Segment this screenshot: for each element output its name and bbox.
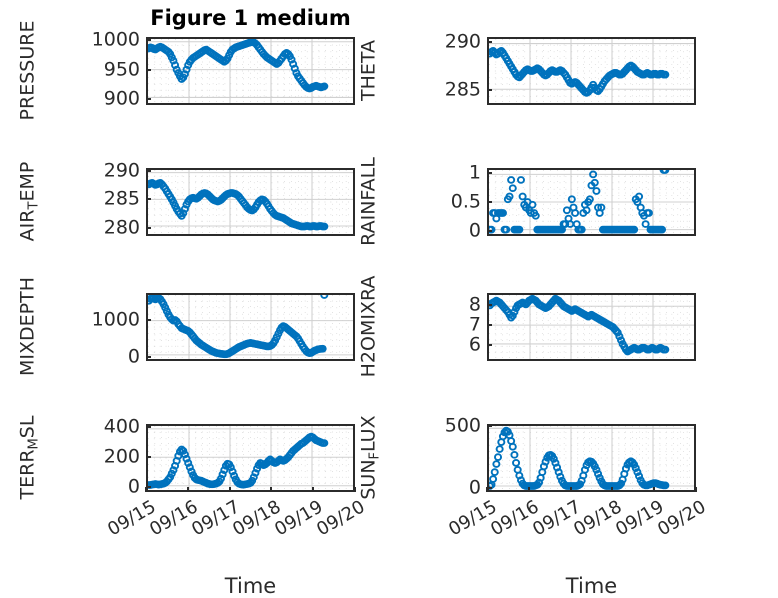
y-tick-label: 900 bbox=[103, 87, 140, 110]
y-tickmark bbox=[146, 68, 151, 71]
axes-box bbox=[146, 424, 355, 492]
y-axis-label: SUNFLUX bbox=[357, 415, 383, 500]
y-tick-label: 7 bbox=[468, 313, 481, 336]
y-tickmark bbox=[487, 201, 492, 203]
x-tickmark bbox=[145, 487, 147, 492]
y-tick-label: 200 bbox=[103, 445, 140, 468]
subplot-pressure: 900 950 1000 PRESSURE bbox=[17, 21, 355, 120]
y-tick-label: 1000 bbox=[91, 308, 140, 331]
y-tick-label: 500 bbox=[444, 414, 481, 437]
y-tick-label: 0 bbox=[468, 476, 481, 499]
y-axis-label: MIXDEPTH bbox=[16, 277, 39, 376]
y-tick-label: 285 bbox=[444, 78, 481, 101]
y-tickmark bbox=[146, 98, 151, 101]
y-tick-label: 1000 bbox=[91, 28, 140, 51]
y-tick-label: 400 bbox=[103, 415, 140, 438]
x-tickmark bbox=[569, 487, 572, 492]
y-tick-label: 290 bbox=[103, 159, 140, 182]
y-tick-label: 280 bbox=[103, 216, 140, 238]
subplot-sun-flux: 0 500 SUNFLUX 09/15 09/16 09/17 09/18 09/19 09/2… bbox=[358, 415, 710, 596]
axes-box bbox=[146, 168, 355, 236]
y-tickmark bbox=[487, 89, 492, 92]
y-tickmark bbox=[487, 171, 492, 174]
x-tickmark bbox=[695, 487, 697, 492]
y-tickmark bbox=[146, 319, 151, 322]
x-tickmark bbox=[228, 487, 231, 492]
y-tick-label: 0 bbox=[127, 345, 140, 368]
figure-title: Figure 1 medium bbox=[150, 6, 351, 30]
x-tickmark bbox=[270, 487, 273, 492]
y-tickmark bbox=[487, 230, 492, 233]
axes-box bbox=[487, 37, 696, 105]
subplot-air-temp: 280 285 290 AIRTEMP bbox=[17, 161, 355, 241]
x-tickmark bbox=[527, 487, 530, 492]
axes-box bbox=[487, 168, 696, 236]
y-tickmark bbox=[146, 456, 151, 459]
x-tickmark bbox=[653, 487, 656, 492]
axes-box bbox=[146, 293, 355, 361]
x-tickmark bbox=[611, 487, 614, 492]
subplot-h2omixra: 6 7 8 H2OMIXRA bbox=[358, 276, 696, 377]
y-tick-label: 0 bbox=[127, 475, 140, 498]
x-tickmark bbox=[312, 487, 315, 492]
y-tickmark bbox=[487, 425, 492, 428]
x-tickmark bbox=[354, 487, 356, 492]
x-tickmark bbox=[486, 487, 488, 492]
y-axis-label: H2OMIXRA bbox=[357, 275, 380, 378]
y-tick-label: 950 bbox=[103, 58, 140, 81]
y-axis-label: PRESSURE bbox=[16, 20, 39, 121]
y-tickmark bbox=[146, 426, 151, 429]
y-tick-label: 0.5 bbox=[450, 190, 481, 213]
y-tickmark bbox=[146, 169, 151, 172]
y-tickmark bbox=[487, 304, 492, 306]
x-axis-label: Time bbox=[565, 574, 618, 598]
y-axis-label: TERRMSL bbox=[16, 415, 42, 500]
y-tick-label: 0 bbox=[468, 219, 481, 242]
y-tickmark bbox=[146, 226, 151, 229]
figure-container: Figure 1 medium 900 950 1000 PRESSURE 285 290… bbox=[17, 6, 710, 597]
y-tickmark bbox=[487, 324, 492, 326]
y-tickmark bbox=[487, 486, 492, 489]
x-tickmark bbox=[186, 487, 189, 492]
y-tickmark bbox=[146, 486, 151, 489]
axes-box bbox=[146, 37, 355, 105]
y-tick-label: 1 bbox=[468, 161, 481, 184]
x-axis-label: Time bbox=[224, 574, 277, 598]
subplot-mixdepth: 0 1000 MIXDEPTH bbox=[17, 277, 355, 376]
y-tick-label: 8 bbox=[468, 293, 481, 316]
y-tickmark bbox=[146, 198, 151, 201]
y-tickmark bbox=[487, 40, 492, 43]
y-axis-label: THETA bbox=[357, 39, 380, 102]
y-tickmark bbox=[146, 355, 151, 358]
y-tick-label: 285 bbox=[103, 187, 140, 210]
y-tick-label: 290 bbox=[444, 30, 481, 53]
axes-box bbox=[487, 293, 696, 361]
subplot-theta: 285 290 THETA bbox=[358, 32, 696, 105]
y-tickmark bbox=[487, 344, 492, 346]
axes-box bbox=[487, 424, 696, 492]
y-tick-label: 6 bbox=[468, 333, 481, 356]
y-tickmark bbox=[146, 38, 151, 41]
subplot-rainfall: 0 0.5 1 RAINFALL bbox=[358, 157, 696, 246]
subplot-terr-msl: 0 200 400 TERRMSL 09/15 09/16 09/17 09/18 09/19 0… bbox=[17, 416, 369, 597]
